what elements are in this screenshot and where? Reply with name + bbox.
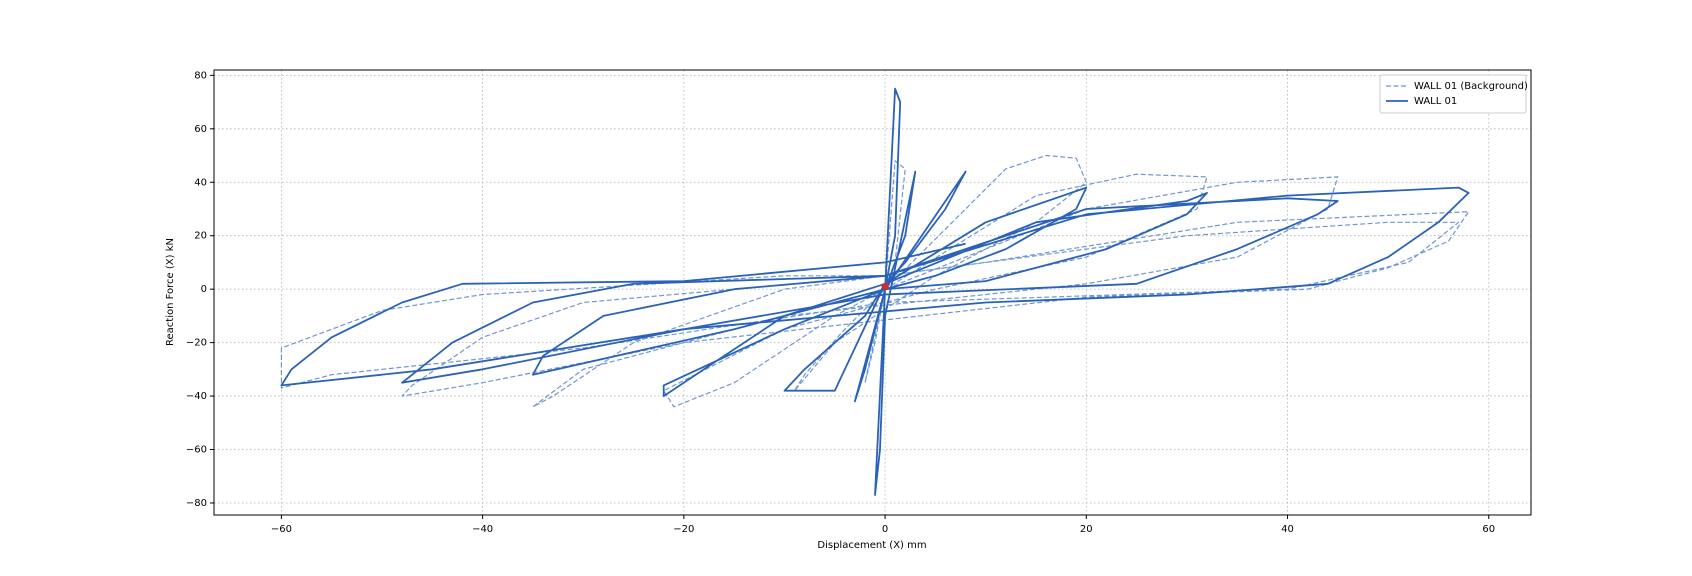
y-tick-label: 20 bbox=[194, 231, 207, 242]
y-tick-label: 80 bbox=[194, 70, 207, 81]
y-tick-label: −60 bbox=[186, 445, 207, 456]
x-tick-label: 20 bbox=[1080, 524, 1093, 535]
x-axis-label: Displacement (X) mm bbox=[817, 540, 926, 551]
y-tick-label: −40 bbox=[186, 391, 207, 402]
legend: WALL 01 (Background) WALL 01 bbox=[1379, 74, 1528, 114]
current-point bbox=[881, 282, 889, 290]
plot-frame bbox=[213, 69, 1532, 516]
y-tick-label: −20 bbox=[186, 338, 207, 349]
x-tick-label: −20 bbox=[673, 524, 694, 535]
series-line bbox=[280, 154, 1470, 408]
x-tick-label: −40 bbox=[472, 524, 493, 535]
legend-box bbox=[1379, 74, 1527, 114]
x-tick-label: 60 bbox=[1482, 524, 1495, 535]
y-axis-label: Reaction Force (X) kN bbox=[165, 238, 176, 346]
series-line bbox=[280, 87, 1470, 496]
y-tick-label: 40 bbox=[194, 177, 207, 188]
x-tick-label: 0 bbox=[882, 524, 888, 535]
y-tick-label: −80 bbox=[186, 498, 207, 509]
legend-label: WALL 01 bbox=[1414, 96, 1457, 107]
x-tick-label: −60 bbox=[271, 524, 292, 535]
legend-label: WALL 01 (Background) bbox=[1414, 81, 1528, 92]
y-tick-label: 60 bbox=[194, 124, 207, 135]
y-tick-label: 0 bbox=[201, 284, 207, 295]
x-tick-label: 40 bbox=[1281, 524, 1294, 535]
